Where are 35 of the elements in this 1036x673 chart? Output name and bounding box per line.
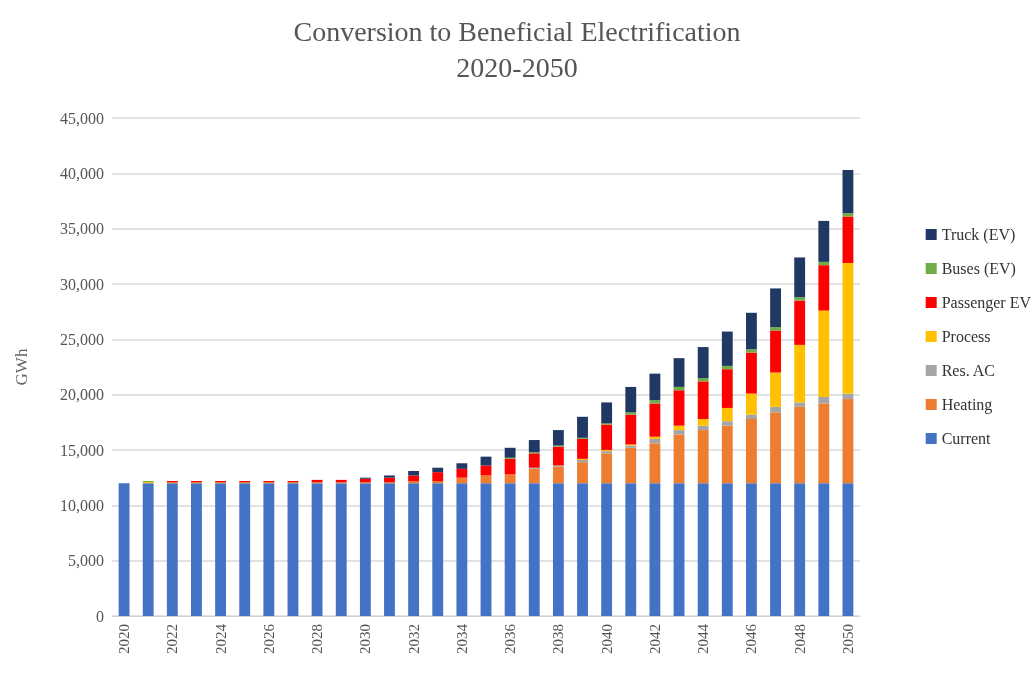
x-tick-label: 2034 (453, 623, 470, 654)
x-tick-label: 2048 (791, 624, 808, 654)
x-tick-label: 2028 (309, 624, 326, 654)
x-tick-label: 2042 (646, 624, 663, 654)
x-tick-label: 2024 (212, 623, 229, 654)
legend-label: Current (941, 430, 992, 447)
x-tick-label: 2050 (839, 624, 856, 654)
y-tick-label: 20,000 (60, 386, 104, 404)
y-axis-title: GWh (12, 348, 31, 386)
chart-title: Conversion to Beneficial Electrification 2020-2050 (293, 15, 741, 83)
y-tick-label: 15,000 (60, 441, 104, 459)
x-tick-label: 2044 (695, 623, 712, 654)
y-tick-label: 35,000 (60, 220, 104, 238)
legend-label: Passenger EV (941, 294, 1032, 312)
x-tick-label: 2036 (502, 623, 519, 654)
y-tick-label: 25,000 (60, 330, 104, 348)
y-tick-label: 30,000 (60, 275, 104, 293)
legend-label: Heating (941, 396, 993, 414)
x-tick-label: 2020 (116, 624, 133, 654)
y-tick-label: 0 (96, 607, 104, 625)
legend-label: Process (941, 328, 991, 345)
x-tick-label: 2026 (260, 623, 277, 654)
y-tick-label: 10,000 (60, 496, 104, 514)
x-tick-label: 2030 (357, 624, 374, 654)
x-tick-label: 2022 (164, 624, 181, 654)
legend-label: Buses (EV) (941, 260, 1016, 278)
y-tick-label: 40,000 (60, 164, 104, 182)
x-tick-label: 2032 (405, 624, 422, 654)
x-tick-label: 2040 (598, 624, 615, 654)
x-tick-label: 2038 (550, 624, 567, 654)
legend-label: Res. AC (941, 362, 996, 379)
y-tick-label: 5,000 (68, 552, 104, 570)
x-tick-label: 2046 (743, 623, 760, 654)
y-tick-label: 45,000 (60, 109, 104, 127)
legend-label: Truck (EV) (941, 226, 1016, 244)
